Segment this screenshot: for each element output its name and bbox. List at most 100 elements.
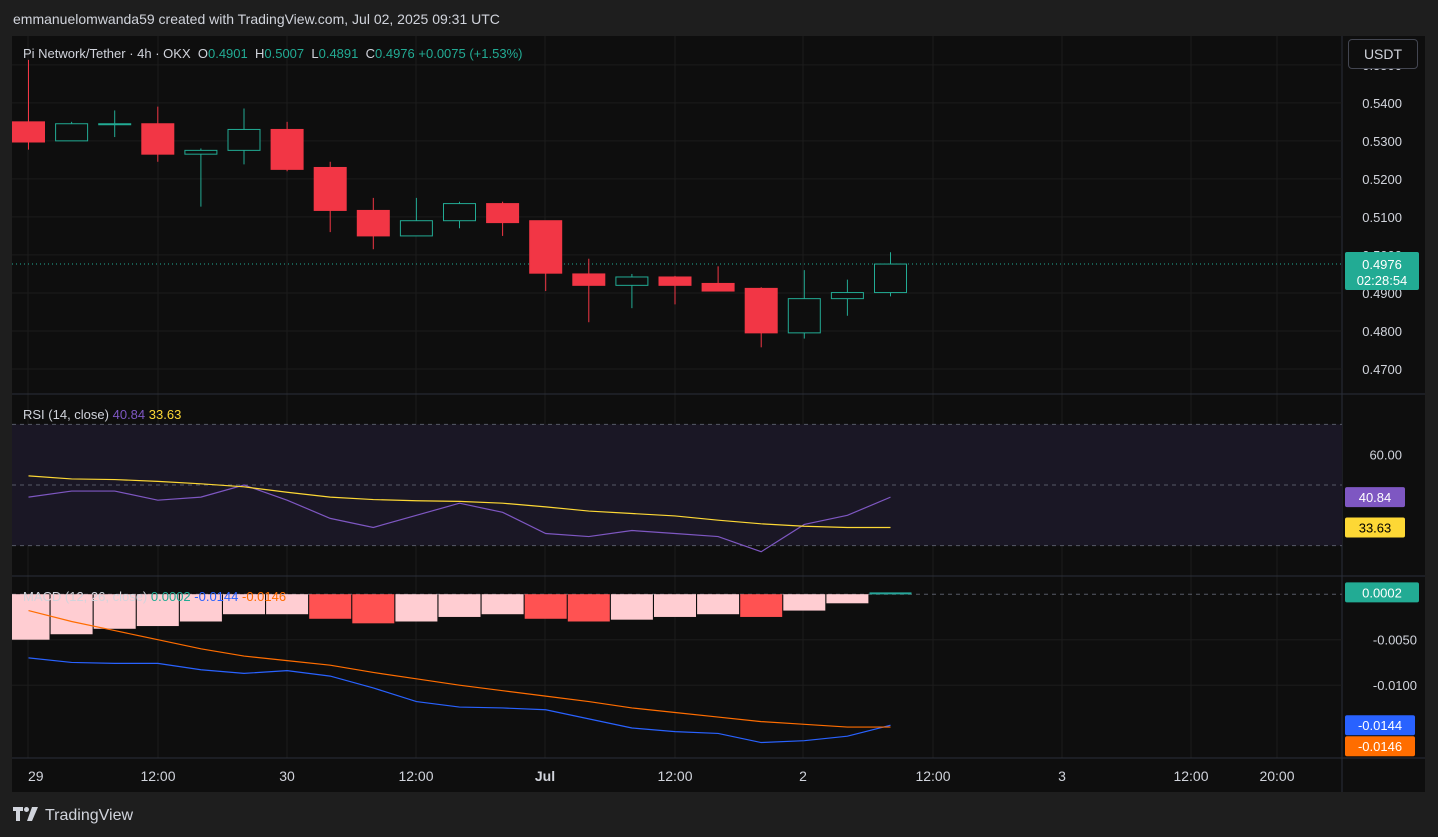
candle-up: [227, 128, 261, 151]
macd-histogram-bar: [12, 594, 50, 640]
chart-svg[interactable]: 0.55000.54000.53000.52000.51000.50000.49…: [12, 36, 1425, 792]
price-tick-label: 0.4700: [1362, 362, 1402, 377]
time-tick-label: 2: [799, 768, 807, 784]
price-tick-label: 0.5200: [1362, 172, 1402, 187]
candle-down: [658, 276, 692, 286]
macd-histogram-bar: [654, 594, 696, 617]
candle-down: [313, 166, 347, 211]
macd-hist-legend-value: 0.0002: [150, 589, 191, 604]
time-tick-label: 12:00: [1173, 768, 1208, 784]
candle-up: [399, 220, 433, 237]
low-label: L: [311, 46, 319, 61]
macd-histogram-bar: [524, 594, 567, 619]
macd-histogram-bar: [179, 594, 222, 622]
rsi-badge-value: 40.84: [1359, 490, 1392, 505]
candle-down: [270, 128, 304, 170]
candle-down: [356, 209, 390, 237]
candle-up: [874, 263, 907, 294]
tradingview-logo-icon: [13, 806, 39, 826]
price-tick-label: 0.4800: [1362, 324, 1402, 339]
candle-down: [141, 123, 175, 155]
macd-histogram-bar: [783, 594, 826, 611]
macd-histogram-bar: [697, 594, 740, 615]
macd-histogram-bar: [481, 594, 524, 615]
time-tick-label: 30: [279, 768, 295, 784]
time-tick-label: 3: [1058, 768, 1066, 784]
time-tick-label: 29: [28, 768, 44, 784]
macd-line-badge-value: -0.0144: [1358, 718, 1402, 733]
chart-area[interactable]: [12, 36, 1425, 792]
macd-histogram-bar: [93, 594, 136, 629]
candle-up: [55, 123, 89, 142]
symbol-title: Pi Network/Tether · 4h · OKX: [23, 46, 191, 61]
symbol-legend[interactable]: Pi Network/Tether · 4h · OKX O0.4901 H0.…: [23, 46, 522, 61]
candle-down: [486, 203, 520, 224]
rsi-badge: [1345, 487, 1405, 508]
candle-down: [744, 287, 778, 334]
time-tick-label: Jul: [535, 768, 555, 784]
macd-histogram-bar: [826, 594, 869, 604]
rsi-legend-value: 40.84: [112, 407, 146, 422]
rsi-ma-legend-value: 33.63: [148, 407, 182, 422]
macd-line-badge: [1345, 715, 1415, 736]
macd-line: [28, 657, 891, 744]
rsi-tick-label: 60.00: [1369, 448, 1402, 463]
open-value: 0.4901: [207, 46, 248, 61]
macd-histogram-bar: [740, 594, 783, 617]
candle-up: [830, 292, 864, 300]
macd-hist-badge: [1345, 582, 1419, 603]
macd-histogram-bar: [610, 594, 653, 620]
macd-histogram-bar: [352, 594, 395, 624]
macd-legend[interactable]: MACD (12, 26, close) 0.0002 -0.0144 -0.0…: [23, 589, 286, 604]
macd-histogram-bar: [395, 594, 438, 622]
macd-histogram-bar: [50, 594, 93, 635]
macd-tick-label: -0.0100: [1373, 678, 1417, 693]
macd-line-legend-value: -0.0144: [194, 589, 239, 604]
candle-down: [572, 273, 606, 286]
high-label: H: [254, 46, 265, 61]
price-badge: [1345, 252, 1419, 291]
candle-down: [529, 220, 563, 274]
open-label: O: [197, 46, 208, 61]
candle-down: [701, 282, 735, 292]
candle-up: [98, 123, 132, 126]
macd-histogram-bar: [869, 592, 912, 595]
macd-signal-line: [28, 609, 891, 728]
candle-down: [12, 121, 45, 143]
macd-histogram-bar: [223, 594, 265, 615]
price-badge-value: 0.4976: [1362, 257, 1402, 272]
candle-up: [787, 298, 821, 334]
macd-hist-badge-value: 0.0002: [1362, 585, 1402, 600]
chart-credit: emmanuelomwanda59 created with TradingVi…: [13, 11, 500, 27]
macd-tick-label: -0.0050: [1373, 633, 1417, 648]
price-badge-countdown: 02:28:54: [1357, 273, 1408, 288]
candle-up: [184, 149, 218, 155]
top-bar: emmanuelomwanda59 created with TradingVi…: [0, 0, 1438, 36]
time-tick-label: 12:00: [915, 768, 950, 784]
rsi-line: [28, 484, 891, 553]
time-tick-label: 20:00: [1259, 768, 1294, 784]
change-value: +0.0075 (+1.53%): [418, 46, 523, 61]
rsi-ma-badge: [1345, 517, 1405, 538]
close-value: 0.4976: [375, 46, 415, 61]
candle-up: [615, 276, 649, 286]
price-tick-label: 0.5300: [1362, 134, 1402, 149]
macd-histogram-bar: [309, 594, 352, 619]
macd-title: MACD (12, 26, close): [23, 589, 148, 604]
rsi-title: RSI (14, close): [23, 407, 109, 422]
currency-button[interactable]: USDT: [1348, 39, 1418, 69]
rsi-legend[interactable]: RSI (14, close) 40.84 33.63: [23, 407, 181, 422]
footer: TradingView: [13, 803, 133, 829]
time-tick-label: 12:00: [140, 768, 175, 784]
close-label: C: [365, 46, 375, 61]
macd-histogram-bar: [136, 594, 179, 627]
price-tick-label: 0.5100: [1362, 210, 1402, 225]
macd-signal-legend-value: -0.0146: [242, 589, 287, 604]
macd-histogram-bar: [567, 594, 610, 622]
time-tick-label: 12:00: [657, 768, 692, 784]
time-tick-label: 12:00: [398, 768, 433, 784]
rsi-ma-line: [28, 475, 891, 529]
rsi-ma-badge-value: 33.63: [1359, 520, 1392, 535]
high-value: 0.5007: [264, 46, 305, 61]
footer-brand: TradingView: [45, 807, 134, 824]
